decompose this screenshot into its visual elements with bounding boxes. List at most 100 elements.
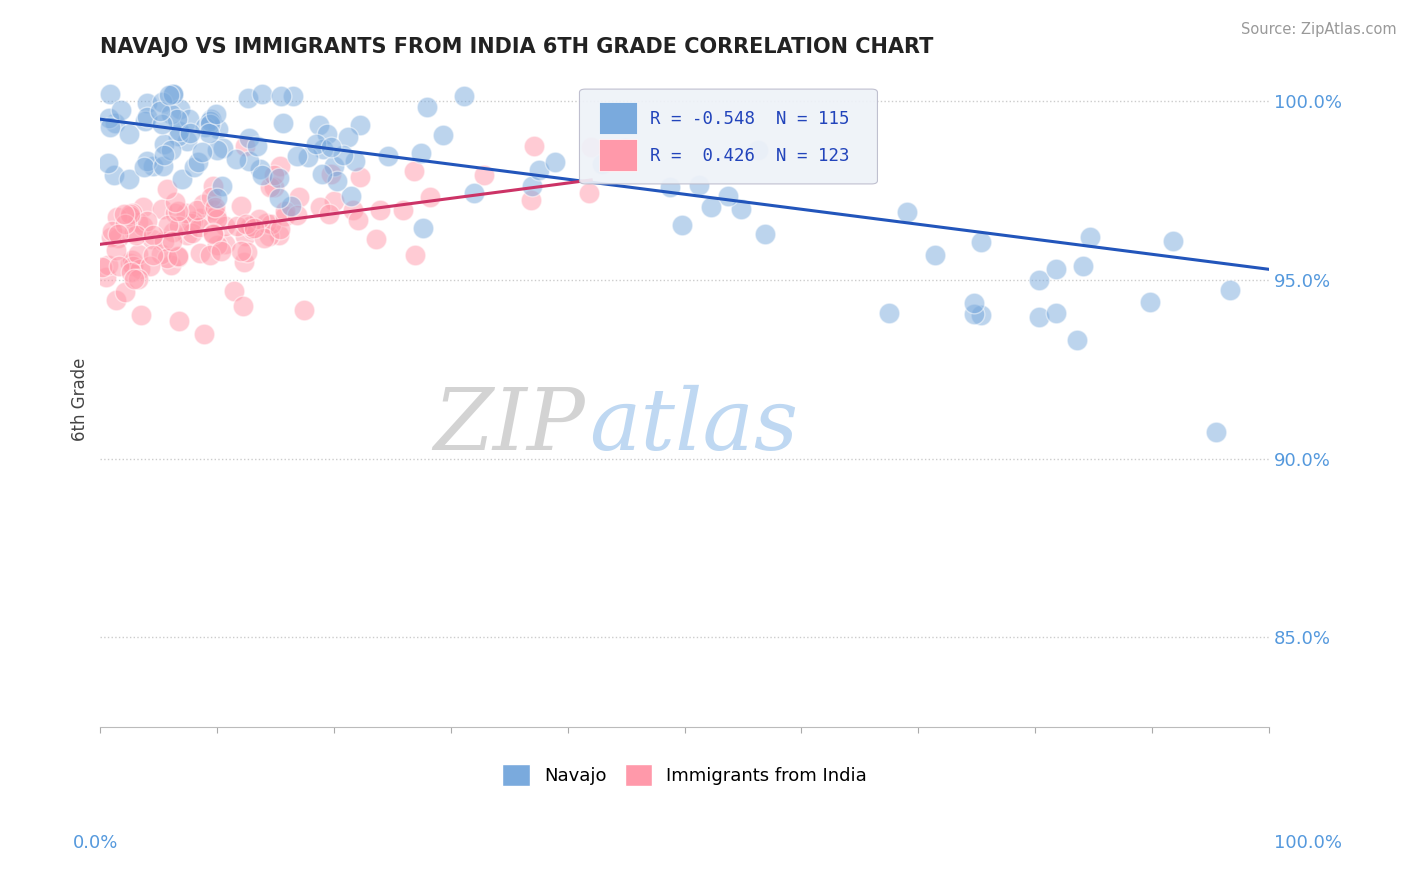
Point: [149, 103, 172, 118]
Point: [368, 203, 391, 218]
Point: [349, 119, 371, 133]
Point: [112, 207, 135, 221]
Point: [323, 194, 346, 208]
Point: [166, 112, 188, 127]
Point: [207, 238, 229, 252]
Point: [1045, 306, 1067, 320]
Point: [214, 237, 236, 252]
Point: [176, 134, 198, 148]
Point: [205, 191, 228, 205]
Point: [240, 221, 263, 235]
Point: [166, 249, 188, 263]
Point: [103, 169, 125, 183]
Point: [523, 139, 546, 153]
Point: [162, 87, 184, 102]
Point: [281, 89, 304, 103]
Point: [114, 217, 136, 231]
Point: [267, 228, 290, 243]
Point: [453, 89, 475, 103]
Point: [432, 128, 454, 143]
Point: [463, 186, 485, 201]
Point: [157, 218, 180, 232]
Point: [970, 308, 993, 322]
Point: [107, 259, 129, 273]
Point: [688, 178, 710, 193]
Point: [187, 155, 209, 169]
Point: [274, 204, 297, 219]
Point: [963, 296, 986, 310]
Point: [409, 145, 432, 160]
Y-axis label: 6th Grade: 6th Grade: [72, 358, 89, 442]
Point: [198, 113, 221, 128]
Point: [236, 244, 259, 259]
Point: [118, 207, 141, 221]
Point: [591, 156, 613, 170]
Point: [139, 259, 162, 273]
Point: [188, 211, 211, 226]
FancyBboxPatch shape: [579, 89, 877, 184]
Point: [896, 204, 918, 219]
Point: [332, 147, 354, 161]
Point: [263, 180, 285, 194]
Point: [235, 217, 257, 231]
Legend: Navajo, Immigrants from India: Navajo, Immigrants from India: [495, 756, 875, 793]
Point: [305, 136, 328, 151]
Point: [1205, 425, 1227, 440]
Point: [188, 220, 211, 235]
Point: [197, 127, 219, 141]
Point: [269, 222, 291, 236]
Text: atlas: atlas: [589, 384, 799, 467]
Point: [198, 117, 221, 131]
Point: [472, 168, 495, 182]
Point: [243, 221, 266, 235]
Point: [167, 124, 190, 138]
Point: [963, 307, 986, 321]
Point: [326, 173, 349, 187]
Point: [285, 149, 308, 163]
Point: [316, 127, 339, 141]
Point: [121, 259, 143, 273]
Point: [132, 219, 155, 233]
Point: [176, 228, 198, 243]
Text: R = -0.548  N = 115: R = -0.548 N = 115: [650, 110, 849, 128]
Point: [202, 227, 225, 241]
Point: [174, 206, 197, 220]
Point: [229, 244, 252, 259]
Point: [163, 206, 186, 220]
Point: [416, 100, 439, 114]
Point: [578, 186, 600, 201]
Point: [404, 247, 426, 261]
Point: [167, 219, 190, 233]
Text: NAVAJO VS IMMIGRANTS FROM INDIA 6TH GRADE CORRELATION CHART: NAVAJO VS IMMIGRANTS FROM INDIA 6TH GRAD…: [100, 37, 934, 57]
Point: [1163, 234, 1185, 248]
Point: [186, 202, 208, 217]
Point: [166, 250, 188, 264]
Point: [98, 120, 121, 134]
Point: [202, 178, 225, 193]
Point: [229, 199, 252, 213]
Point: [205, 144, 228, 158]
Point: [209, 244, 232, 258]
Point: [204, 208, 226, 222]
Point: [142, 159, 165, 173]
Point: [259, 180, 281, 194]
Point: [232, 255, 254, 269]
Point: [233, 228, 256, 243]
Point: [311, 142, 333, 156]
Point: [191, 145, 214, 160]
Point: [200, 248, 222, 262]
Point: [309, 200, 332, 214]
Text: Source: ZipAtlas.com: Source: ZipAtlas.com: [1240, 22, 1396, 37]
Point: [127, 247, 149, 261]
Point: [249, 161, 271, 176]
Point: [404, 163, 426, 178]
Text: ZIP: ZIP: [433, 384, 585, 467]
Point: [118, 127, 141, 141]
Point: [180, 216, 202, 230]
Point: [135, 110, 157, 124]
Point: [318, 206, 340, 220]
Point: [247, 212, 270, 227]
Point: [1078, 230, 1101, 244]
Point: [127, 272, 149, 286]
Point: [257, 229, 280, 244]
